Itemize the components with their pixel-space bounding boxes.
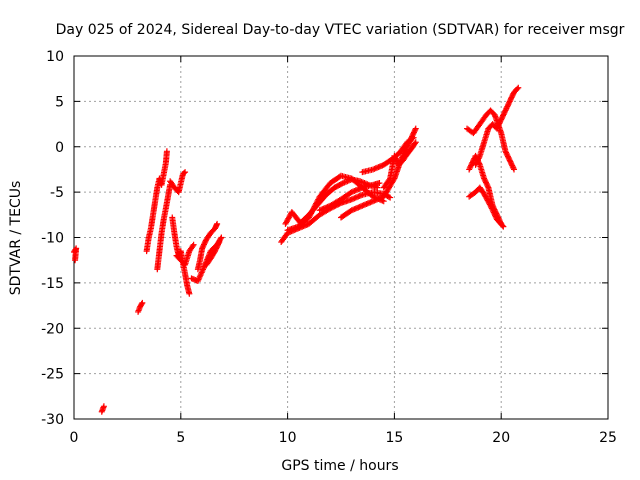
- x-tick-label: 10: [279, 430, 297, 446]
- data-point: [217, 235, 224, 242]
- x-tick-labels: 0 5 10 15 20 25: [70, 430, 617, 446]
- data-point: [469, 159, 476, 166]
- data-point: [387, 194, 394, 201]
- y-axis-label: SDTVAR / TECUs: [8, 181, 24, 296]
- data-point: [338, 180, 345, 187]
- data-point: [181, 170, 188, 177]
- data-point: [470, 158, 477, 165]
- data-point: [100, 403, 107, 410]
- data-point: [466, 166, 473, 173]
- y-tick-label: -20: [41, 321, 64, 337]
- data-point: [510, 165, 517, 172]
- data-point: [186, 290, 193, 297]
- data-point: [216, 239, 223, 246]
- data-point: [514, 85, 521, 92]
- data-point: [139, 299, 146, 306]
- y-tick-labels: 10 5 0 -5 -10 -15 -20 -25 -30: [41, 49, 64, 428]
- data-point: [189, 243, 196, 250]
- data-point: [411, 140, 418, 147]
- y-tick-label: -30: [41, 412, 64, 428]
- data-point: [218, 234, 225, 241]
- data-points: [71, 84, 522, 415]
- data-point: [376, 180, 383, 187]
- data-point: [497, 219, 504, 226]
- y-tick-label: -15: [41, 276, 64, 292]
- x-axis-label: GPS time / hours: [281, 458, 398, 474]
- data-point: [467, 163, 474, 170]
- data-point: [515, 84, 522, 91]
- x-tick-label: 5: [176, 430, 185, 446]
- data-point: [409, 135, 416, 142]
- y-tick-label: 10: [46, 49, 64, 65]
- y-tick-label: -10: [41, 231, 64, 247]
- data-point: [412, 126, 419, 133]
- x-tick-label: 0: [70, 430, 79, 446]
- data-point: [468, 162, 475, 169]
- data-point: [410, 134, 417, 141]
- axis-ticks: [73, 55, 609, 420]
- chart-title: Day 025 of 2024, Sidereal Day-to-day VTE…: [56, 22, 625, 38]
- y-tick-label: -5: [50, 185, 64, 201]
- data-point: [182, 169, 189, 176]
- y-tick-label: 5: [55, 94, 64, 110]
- data-point: [466, 165, 473, 172]
- data-point: [476, 160, 483, 167]
- data-point: [412, 125, 419, 132]
- data-point: [214, 220, 221, 227]
- data-point: [190, 241, 197, 248]
- data-point: [412, 139, 419, 146]
- x-tick-label: 25: [599, 430, 617, 446]
- y-tick-label: 0: [55, 140, 64, 156]
- data-point: [385, 193, 392, 200]
- data-point: [386, 176, 393, 183]
- data-point: [215, 240, 222, 247]
- data-point: [484, 183, 491, 190]
- x-tick-label: 20: [492, 430, 510, 446]
- data-point: [163, 148, 170, 155]
- data-point: [511, 166, 518, 173]
- y-tick-label: -25: [41, 367, 64, 383]
- data-point: [138, 301, 145, 308]
- x-tick-label: 15: [385, 430, 403, 446]
- grid: [74, 56, 608, 419]
- data-point: [468, 160, 475, 167]
- data-point: [498, 220, 505, 227]
- data-point: [72, 257, 79, 264]
